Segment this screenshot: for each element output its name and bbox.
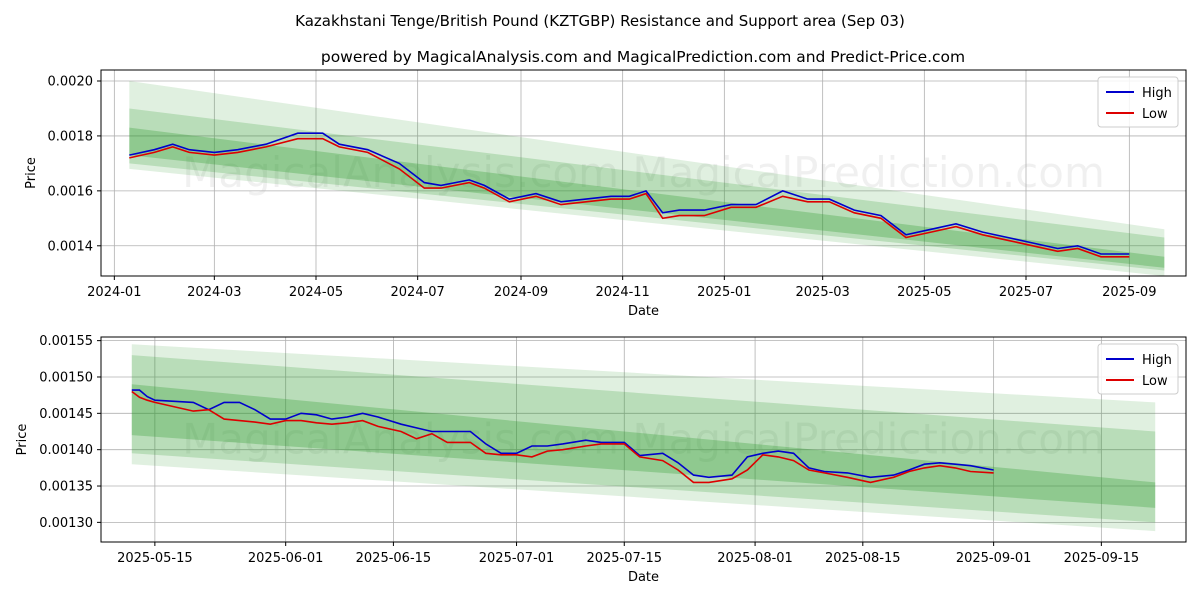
x-tick-label: 2024-05 <box>289 285 343 300</box>
y-tick-label: 0.0018 <box>48 129 94 144</box>
series-line-high <box>129 132 1130 255</box>
series-line-low <box>129 137 1130 258</box>
y-tick-label: 0.00130 <box>39 516 93 531</box>
chart-subtitle: powered by MagicalAnalysis.com and Magic… <box>321 48 965 66</box>
chart-title: Kazakhstani Tenge/British Pound (KZTGBP)… <box>295 12 905 30</box>
y-tick-label: 0.0020 <box>48 74 94 89</box>
support-resistance-band <box>131 384 1156 508</box>
x-tick-label: 2025-06-01 <box>248 551 324 566</box>
x-tick-label: 2025-07-15 <box>586 551 662 566</box>
plot-frame <box>100 336 1187 543</box>
x-tick-label: 2025-05 <box>897 285 951 300</box>
plot-frame <box>100 69 1187 277</box>
legend-label-low: Low <box>1142 374 1168 389</box>
support-resistance-band <box>131 355 1156 523</box>
y-tick-label: 0.0014 <box>48 239 94 254</box>
legend-label-low: Low <box>1142 107 1168 122</box>
x-tick-label: 2024-11 <box>596 285 650 300</box>
x-tick-label: 2025-09-15 <box>1064 551 1140 566</box>
watermark-text: MagicalAnalysis.com MagicalPrediction.co… <box>182 148 1105 197</box>
legend-box <box>1097 343 1179 395</box>
x-tick-label: 2025-03 <box>796 285 850 300</box>
y-tick-label: 0.00150 <box>39 370 93 385</box>
x-tick-label: 2025-09 <box>1102 285 1156 300</box>
support-resistance-band <box>129 80 1165 276</box>
y-tick-label: 0.00155 <box>39 334 93 349</box>
x-tick-label: 2025-06-15 <box>356 551 432 566</box>
y-tick-label: 0.00140 <box>39 443 93 458</box>
top-chart-panel: MagicalAnalysis.com MagicalPrediction.co… <box>24 69 1187 319</box>
x-tick-label: 2025-08-15 <box>825 551 901 566</box>
support-resistance-band <box>129 108 1165 271</box>
x-axis-label: Date <box>628 304 659 319</box>
y-tick-label: 0.00135 <box>39 480 93 495</box>
x-tick-label: 2024-03 <box>187 285 241 300</box>
legend-box <box>1097 76 1179 128</box>
legend-label-high: High <box>1142 86 1172 101</box>
x-tick-label: 2024-07 <box>391 285 445 300</box>
bottom-chart-panel: MagicalAnalysis.com MagicalPrediction.co… <box>15 334 1187 585</box>
x-tick-label: 2025-08-01 <box>717 551 793 566</box>
x-tick-label: 2024-01 <box>87 285 141 300</box>
x-tick-label: 2025-05-15 <box>117 551 193 566</box>
y-tick-label: 0.0016 <box>48 184 94 199</box>
y-axis-label: Price <box>24 157 39 189</box>
y-tick-label: 0.00145 <box>39 407 93 422</box>
x-tick-label: 2025-01 <box>697 285 751 300</box>
x-tick-label: 2024-09 <box>494 285 548 300</box>
x-axis-label: Date <box>628 570 659 585</box>
legend-label-high: High <box>1142 353 1172 368</box>
series-line-low <box>131 390 994 484</box>
x-tick-label: 2025-07-01 <box>479 551 555 566</box>
support-resistance-band <box>131 344 1156 532</box>
x-tick-label: 2025-07 <box>999 285 1053 300</box>
y-axis-label: Price <box>15 424 30 456</box>
series-line-high <box>131 389 994 479</box>
x-tick-label: 2025-09-01 <box>956 551 1032 566</box>
